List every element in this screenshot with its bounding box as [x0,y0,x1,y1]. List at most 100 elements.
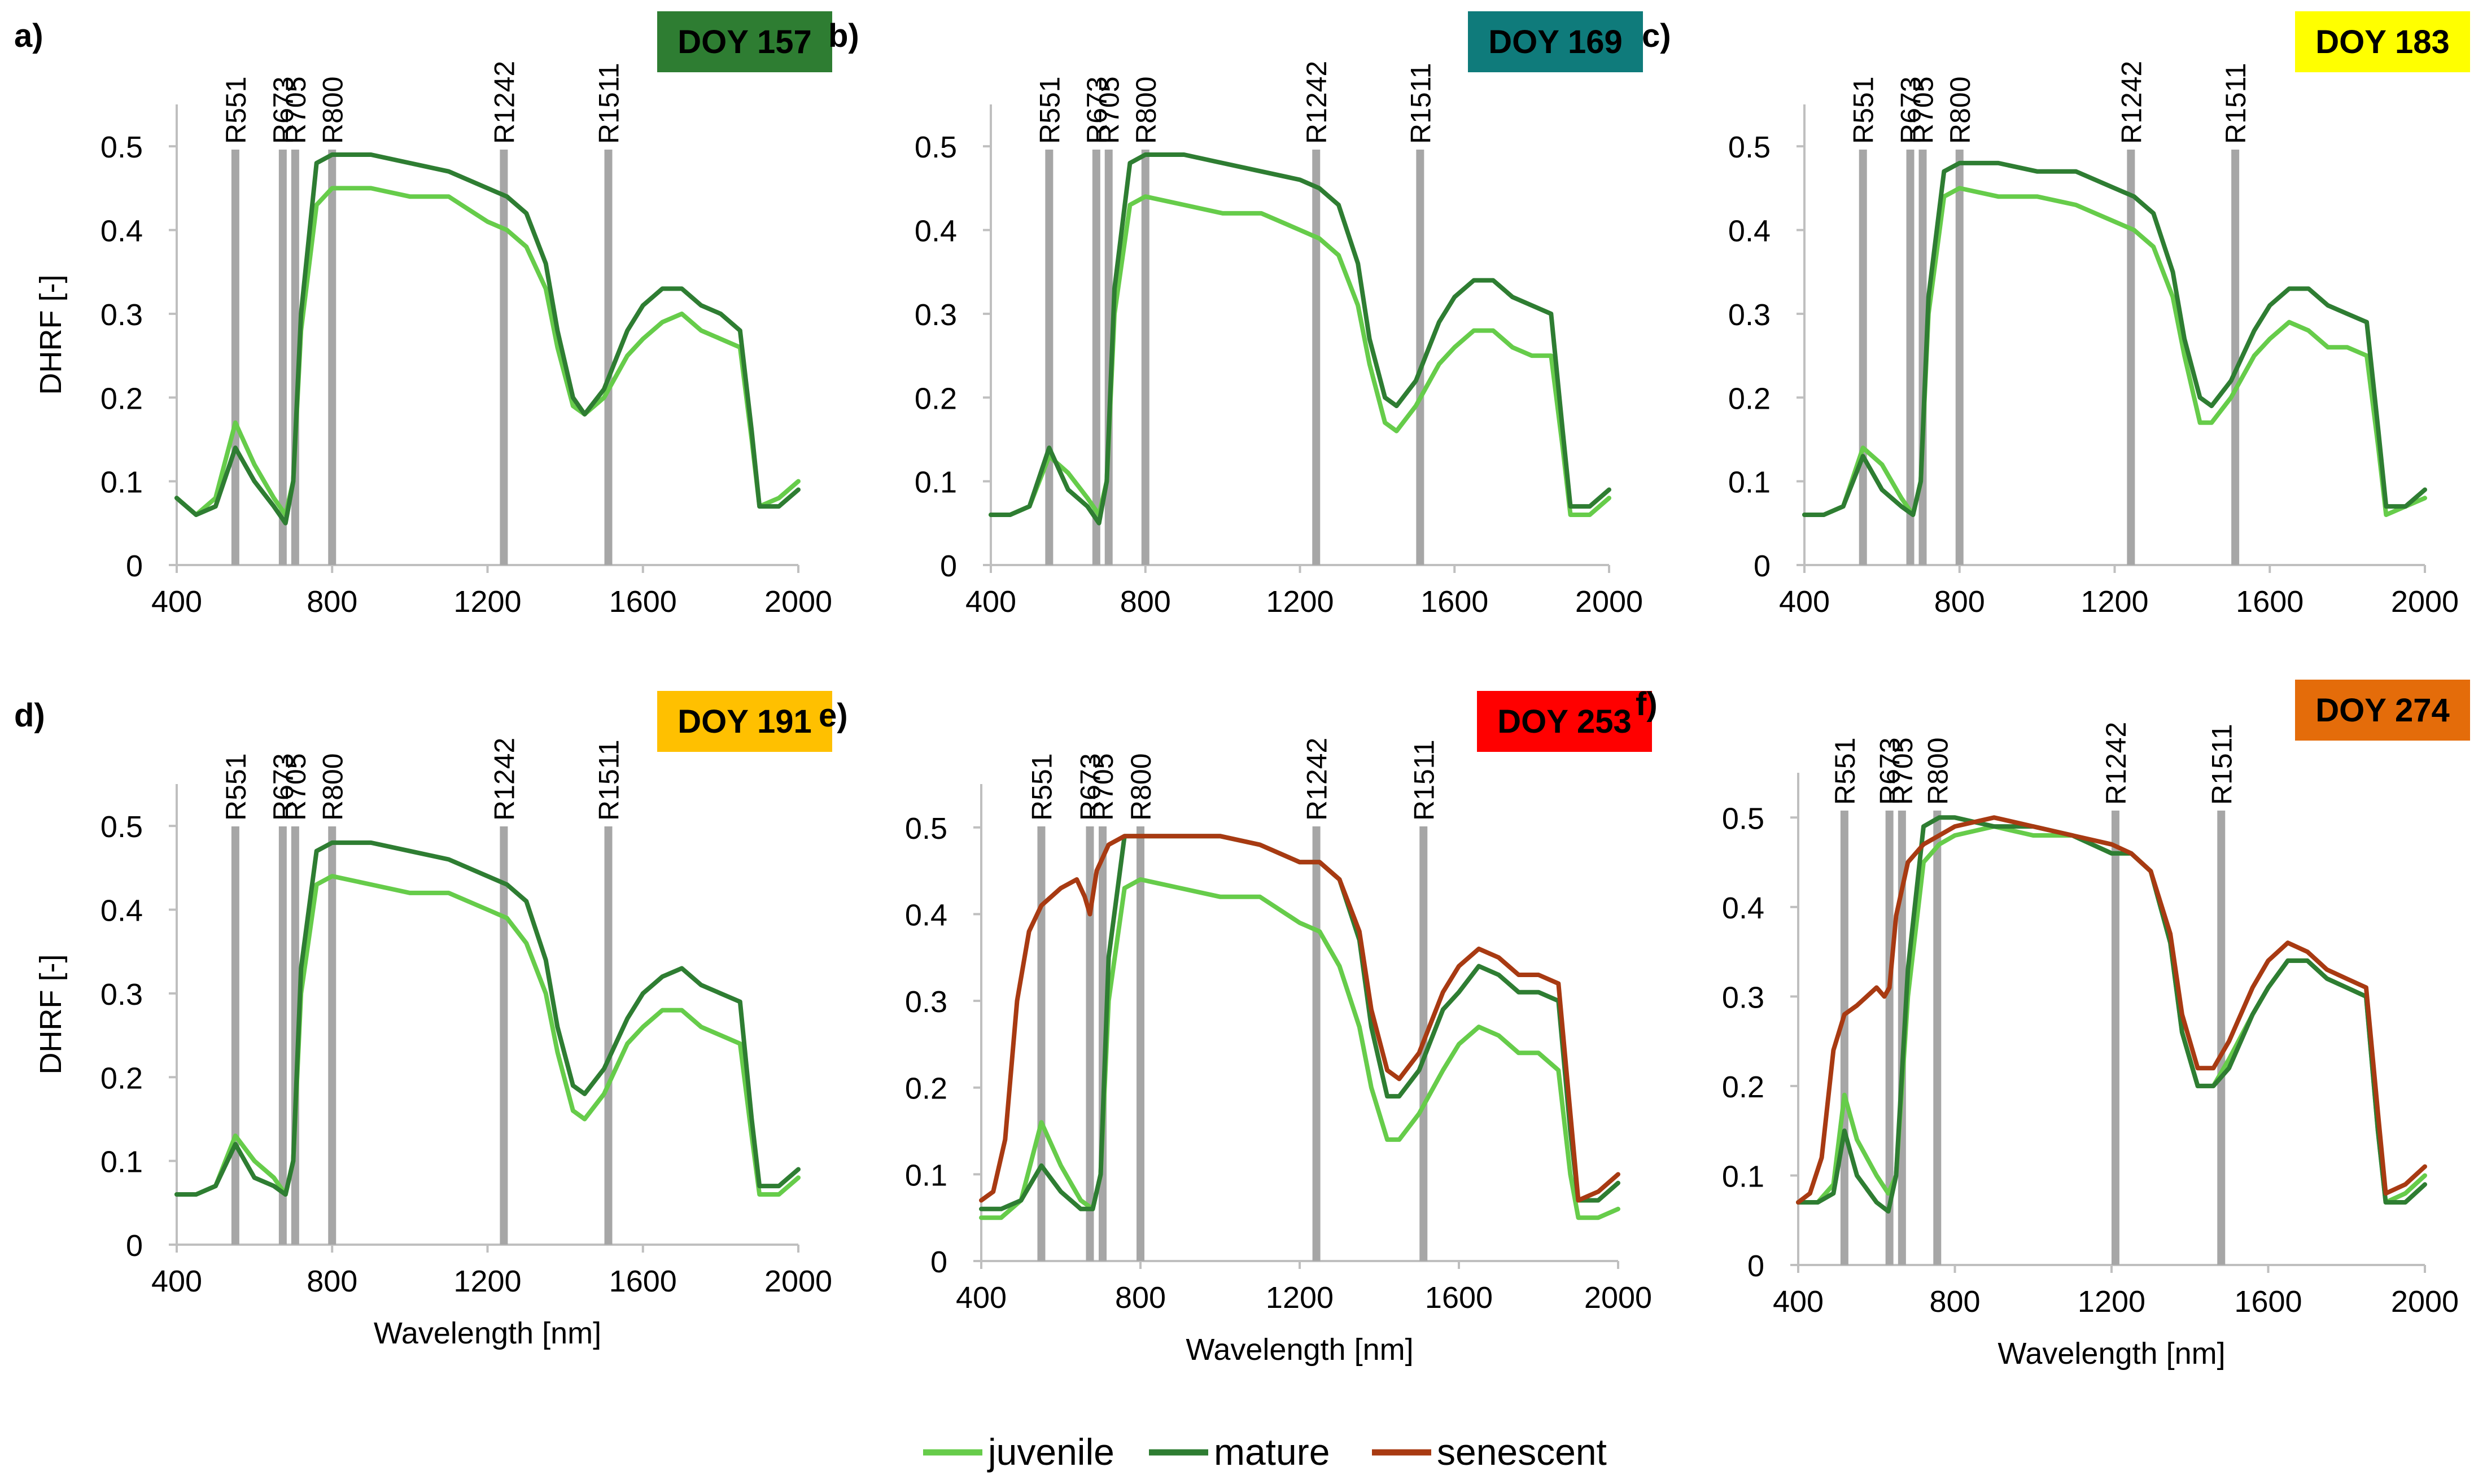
band-marker-r1511 [604,150,613,565]
x-tick-label: 1200 [2078,1285,2145,1319]
y-tick-label: 0.4 [905,898,947,932]
doy-badge [657,691,832,752]
y-tick-label: 0 [126,1229,143,1263]
series-line-mature [979,834,1620,1211]
band-label: R1511 [593,63,625,144]
x-tick-label: 1200 [2080,585,2148,619]
x-tick-label: 1200 [1266,585,1334,619]
y-tick-label: 0.4 [915,214,957,248]
panel-c: 0 0.1 0.2 0.3 0.4 0.5 400 800 1200 1600 2000 R551 R6… [1642,11,2470,619]
doy-label: DOY 191 [678,703,812,740]
y-tick-label: 0.3 [1728,298,1771,332]
doy-label: DOY 157 [678,24,812,60]
band-marker-r800 [1955,150,1964,565]
x-tick-label: 1600 [609,1264,677,1298]
x-tick-label: 800 [307,1264,357,1298]
band-marker-r1511 [1416,150,1424,565]
band-label: R551 [1034,76,1065,144]
panel-a: 0 0.1 0.2 0.3 0.4 0.5 400 800 1200 1600 2000 R551 R6… [14,11,832,619]
panel-letter: b) [828,17,859,54]
band-marker-r673 [1092,150,1100,565]
y-tick-label: 0.4 [100,214,143,248]
band-label: R1242 [2100,722,2132,805]
band-label: R551 [1026,753,1057,821]
x-tick-label: 1200 [453,1264,521,1298]
y-tick-label: 0 [126,549,143,583]
band-label: R800 [1125,753,1157,821]
y-tick-label: 0 [1754,549,1771,583]
panel-e: 0 0.1 0.2 0.3 0.4 0.5 400 800 1200 1600 2000 R551 R6… [819,691,1652,1367]
x-tick-label: 400 [151,1264,202,1298]
y-tick-label: 0.1 [1728,466,1771,500]
band-marker-r1511 [2217,811,2226,1265]
panel-letter: f) [1636,686,1658,723]
band-label: R705 [1087,753,1119,821]
x-tick-label: 2000 [764,1264,832,1298]
band-label: R1511 [1405,63,1436,144]
band-marker-r551 [231,826,239,1245]
band-label: R673 [268,76,299,144]
y-tick-label: 0.1 [905,1158,947,1192]
x-tick-label: 400 [965,585,1016,619]
band-label: R673 [1081,76,1113,144]
y-tick-label: 0 [940,549,957,583]
y-tick-label: 0.5 [100,130,143,164]
legend-item-juvenile: juvenile [923,1431,1114,1473]
band-label: R551 [220,76,252,144]
x-tick-label: 1600 [1425,1281,1493,1315]
x-tick-label: 400 [1779,585,1830,619]
x-tick-label: 2000 [1575,585,1643,619]
band-marker-r551 [1859,150,1867,565]
series-line-mature [174,152,801,526]
y-tick-label: 0.3 [100,298,143,332]
y-tick-label: 0.4 [1728,214,1771,248]
x-tick-label: 400 [956,1281,1007,1315]
band-label: R1511 [593,739,625,821]
series-line-juvenile [979,877,1620,1220]
band-marker-r551 [231,150,239,565]
x-tick-label: 400 [151,585,202,619]
band-marker-r1242 [2111,811,2119,1265]
band-label: R673 [268,753,299,821]
y-tick-label: 0.2 [1728,382,1771,415]
y-tick-label: 0.3 [100,978,143,1012]
band-label: R551 [1848,76,1880,144]
band-label: R1242 [2116,61,2147,144]
band-label: R1511 [2220,63,2252,144]
y-tick-label: 0.1 [1722,1159,1764,1193]
band-marker-r673 [278,150,287,565]
band-label: R1511 [1408,739,1440,821]
band-label: R705 [1887,737,1918,805]
x-tick-label: 1600 [2234,1285,2302,1319]
doy-badge [1468,11,1643,72]
x-tick-label: 800 [307,585,357,619]
legend-item-senescent: senescent [1372,1431,1607,1473]
series-line-juvenile [1802,186,2427,517]
band-marker-r673 [1086,826,1094,1261]
band-marker-r1242 [1312,150,1321,565]
x-tick-label: 1200 [1266,1281,1334,1315]
x-tick-label: 800 [1929,1285,1980,1319]
x-tick-label: 800 [1120,585,1171,619]
x-tick-label: 800 [1934,585,1985,619]
y-tick-label: 0.4 [100,894,143,928]
band-marker-r800 [328,150,336,565]
legend-label: mature [1214,1431,1330,1473]
band-label: R800 [1944,76,1976,144]
y-tick-label: 0.5 [1728,130,1771,164]
band-marker-r551 [1840,811,1848,1265]
legend-label: juvenile [987,1431,1114,1473]
series-line-senescent [1796,815,2427,1205]
x-tick-label: 2000 [1584,1281,1652,1315]
series-line-mature [1802,160,2427,517]
y-tick-label: 0.5 [905,812,947,846]
band-marker-r800 [1141,150,1149,565]
doy-badge [1477,691,1652,752]
doy-label: DOY 169 [1488,24,1623,60]
x-tick-label: 1200 [453,585,521,619]
doy-badge [2295,11,2470,72]
series-line-juvenile [989,194,1611,517]
x-tick-label: 1600 [609,585,677,619]
legend-label: senescent [1437,1431,1607,1473]
band-marker-r551 [1045,150,1054,565]
